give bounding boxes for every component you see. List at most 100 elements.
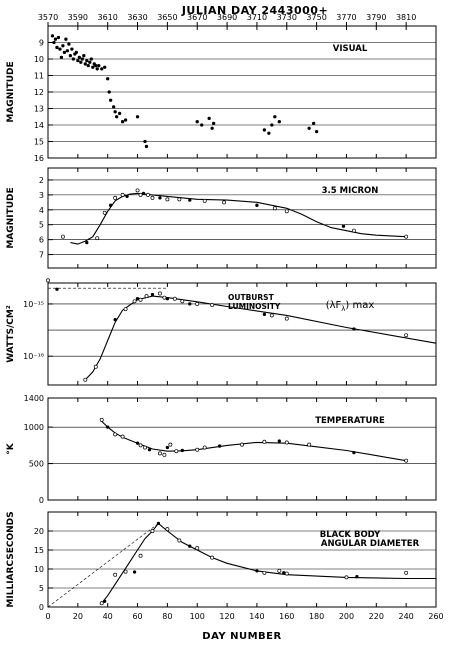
data-point [123,307,128,312]
top-tick-label: 3590 [68,13,88,22]
y-axis-label: MILLIARCSECONDS [6,511,16,607]
data-point [188,544,192,548]
data-point [144,144,149,149]
x-tick-label: 60 [132,612,142,621]
julian-day-axis: 3570 3590 3610 3630 3650 3670 3690 3710 3730 3750… [38,13,416,26]
data-point [143,139,147,144]
data-point [55,45,59,50]
top-tick-label: 3690 [217,13,237,22]
data-point [240,442,244,447]
data-point [106,77,110,81]
y-tick-label: 16 [34,154,44,163]
x-tick-label: 180 [309,612,324,621]
data-point [177,538,182,543]
x-tick-label: 260 [428,612,443,621]
data-point [147,448,152,452]
top-tick-label: 3710 [247,13,267,22]
panel-label: TEMPERATURE [315,416,385,426]
data-point [211,121,216,125]
panel-label-2: ANGULAR DIAMETER [321,539,420,549]
data-point [284,209,289,214]
data-point [143,445,147,450]
data-point [60,234,65,239]
data-point [262,128,267,132]
data-point [117,111,122,116]
x-tick-label: 120 [219,612,234,621]
y-tick-label: 5 [39,221,44,230]
data-point [352,450,356,455]
data-point [65,49,70,53]
data-point [207,116,211,121]
y-axis-label: WATTS/CM² [6,305,16,363]
data-point [162,452,167,457]
y-tick-label: 0 [39,496,44,505]
data-point [200,123,204,127]
data-point [138,443,143,448]
data-point [277,120,281,124]
data-point [95,236,100,241]
data-point [150,529,155,533]
top-tick-label: 3610 [98,13,118,22]
chart-panel-4: 0 500 1000 1400 °K TEMPERATURE [6,394,437,505]
chart-panel-2: 2 3 4 5 6 7 MAGNITUDE 3.5 MICRON [6,167,437,269]
data-point [86,63,90,68]
data-point [74,50,79,55]
data-point [277,568,282,573]
data-point [62,50,67,55]
data-point [55,287,59,291]
data-point [103,65,107,69]
data-point [168,442,173,447]
data-point [195,120,199,124]
y-tick-label: 1400 [24,394,44,403]
data-point [114,115,119,119]
data-point [113,432,118,437]
y-tick-label: 10⁻¹⁶ [23,352,44,361]
panel-frame [47,397,437,501]
data-point [103,599,107,603]
y-tick-label: 14 [34,121,44,130]
data-point [404,570,409,575]
x-tick-label: 20 [73,612,83,621]
y-tick-label: 10 [34,565,44,574]
data-point [351,228,356,233]
data-point [165,197,170,202]
y-tick-label: 2 [39,176,44,185]
data-point [210,126,214,130]
panel-label: (λFλ) max [326,300,375,313]
data-point [109,203,113,207]
data-point [404,234,409,239]
data-point [132,299,137,304]
series-curve [101,522,436,604]
data-point [94,63,98,68]
data-point [80,57,84,61]
data-point [284,571,289,576]
y-tick-label: 7 [39,251,44,260]
series-curve [70,192,407,245]
y-tick-label: 9 [39,39,44,48]
x-tick-label: 80 [162,612,172,621]
y-tick-label: 12 [34,88,44,97]
y-tick-label: 15 [34,546,44,555]
data-point [404,333,409,338]
panel-label: BLACK BODY [320,530,381,540]
chart-panel-1: 9 10 11 12 13 14 15 16 MAGNITUDE VISUAL [6,25,437,163]
data-point [165,297,170,301]
data-point [311,121,316,125]
data-point [210,303,215,307]
data-point [102,210,107,215]
data-point [157,291,162,296]
data-point [188,302,192,306]
top-tick-label: 3650 [157,13,177,22]
data-point [146,192,150,197]
y-tick-label: 0 [39,603,44,612]
y-tick-label: 20 [34,527,44,536]
x-tick-label: 0 [45,612,50,621]
top-tick-label: 3630 [127,13,147,22]
y-tick-label: 4 [39,206,44,215]
x-tick-label: 160 [279,612,294,621]
panel-label: 3.5 MICRON [322,186,379,196]
data-point [262,312,267,317]
data-point [202,198,207,203]
data-point [262,439,267,444]
data-point [125,194,129,199]
